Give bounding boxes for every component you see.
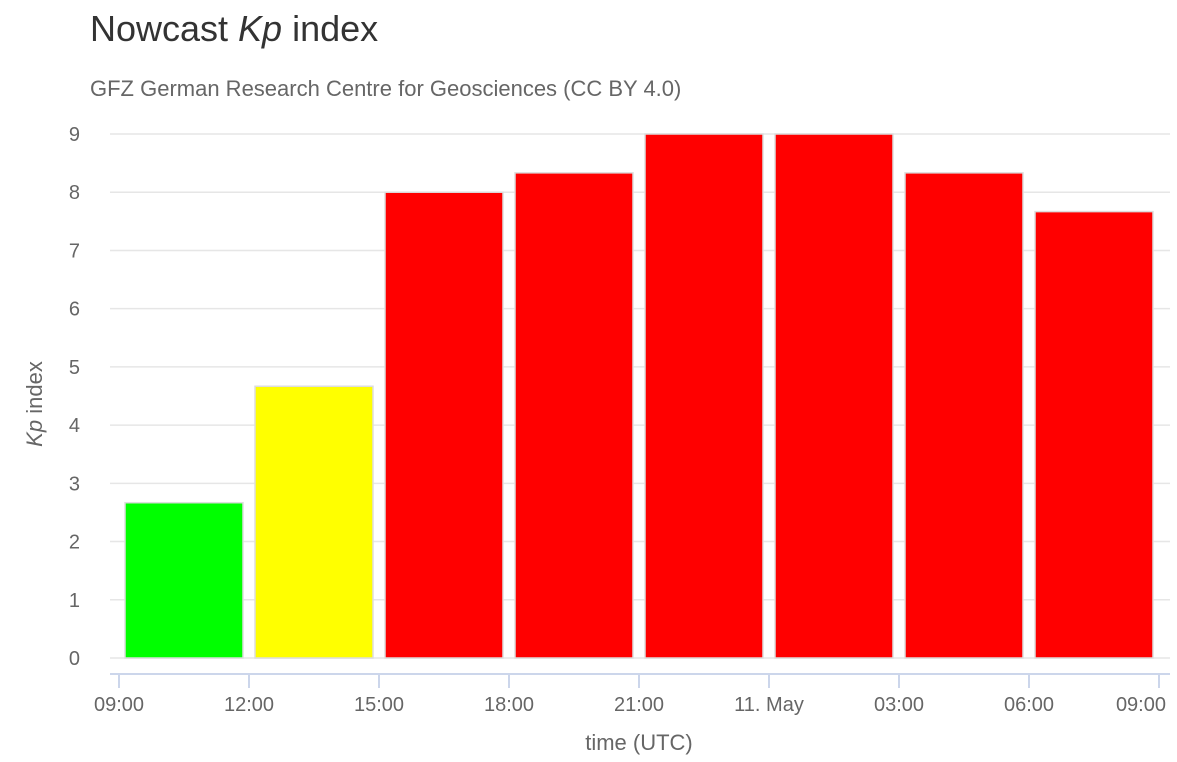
x-axis-title: time (UTC) (585, 730, 693, 755)
bars (124, 133, 1154, 659)
y-tick-label: 5 (69, 357, 80, 379)
bar-0600[interactable] (1034, 210, 1154, 659)
x-tick-label: 11. May (734, 694, 804, 716)
y-tick-label: 0 (69, 648, 80, 670)
chart-subtitle: GFZ German Research Centre for Geoscienc… (90, 76, 681, 101)
y-axis-title-suffix: index (22, 361, 47, 420)
x-tick-label: 18:00 (484, 694, 534, 716)
y-tick-label: 3 (69, 473, 80, 495)
x-axis: 09:00 12:00 15:00 18:00 21:00 11. May 03:00 06:… (94, 673, 1170, 716)
x-tick-label: 12:00 (224, 694, 274, 716)
chart-title-prefix: Nowcast (90, 8, 238, 49)
bar-0000[interactable] (774, 133, 894, 659)
y-axis-title: Kp index (22, 361, 47, 447)
x-tick-label: 21:00 (614, 694, 664, 716)
y-tick-label: 4 (69, 415, 80, 437)
y-tick-label: 8 (69, 182, 80, 204)
y-tick-label: 7 (69, 240, 80, 262)
bar-1800[interactable] (514, 172, 634, 659)
x-tick-label: 09:00 (1116, 694, 1166, 716)
chart-title: Nowcast Kp index (90, 8, 378, 49)
y-axis-ticks: 0 1 2 3 4 5 6 7 8 9 (69, 124, 80, 670)
x-tick-label: 15:00 (354, 694, 404, 716)
bar-0300[interactable] (904, 172, 1024, 659)
chart-title-suffix: index (282, 8, 378, 49)
x-tick-label: 09:00 (94, 694, 144, 716)
bar-1200[interactable] (254, 385, 374, 659)
bar-2100[interactable] (644, 133, 764, 659)
bar-1500[interactable] (384, 191, 504, 659)
y-tick-label: 1 (69, 590, 80, 612)
chart-title-italic: Kp (238, 8, 282, 49)
bar-0900[interactable] (124, 501, 244, 659)
y-tick-label: 6 (69, 299, 80, 321)
y-tick-label: 9 (69, 124, 80, 146)
x-tick-label: 03:00 (874, 694, 924, 716)
y-axis-title-italic: Kp (22, 420, 47, 447)
y-tick-label: 2 (69, 532, 80, 554)
x-tick-label: 06:00 (1004, 694, 1054, 716)
